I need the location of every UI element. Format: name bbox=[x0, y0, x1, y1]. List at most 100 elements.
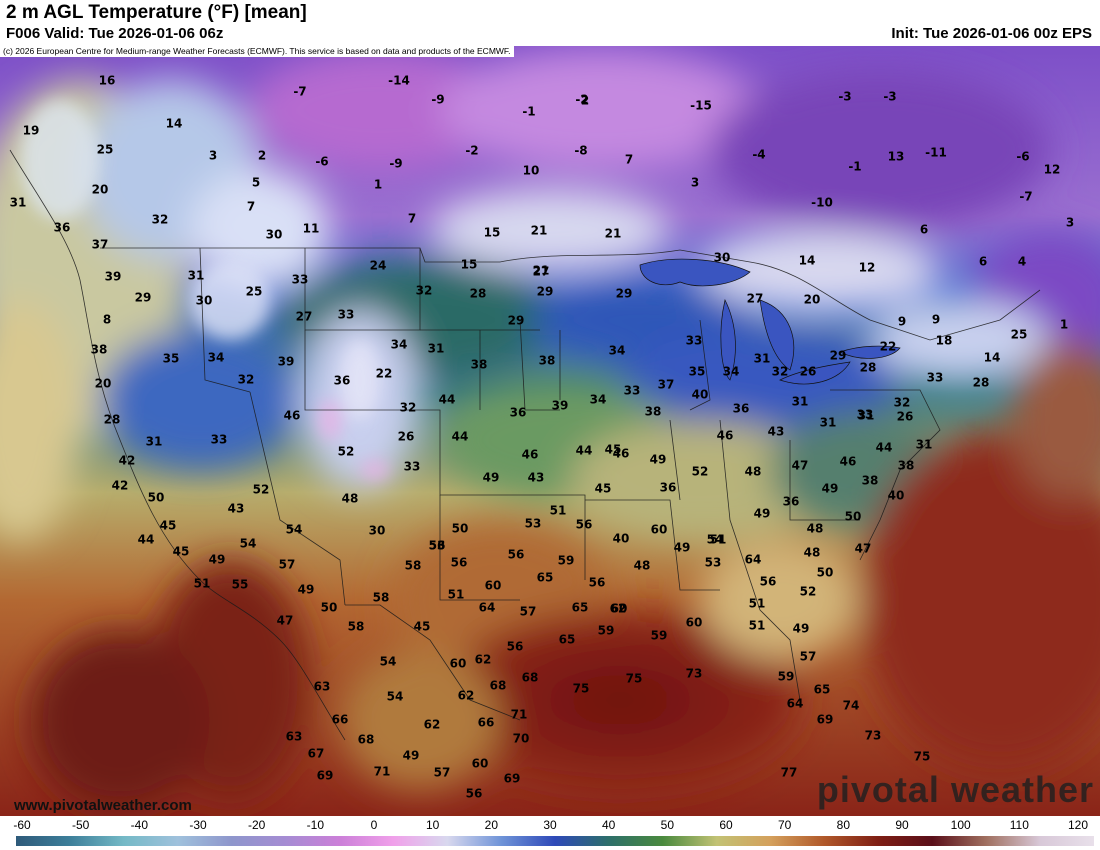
temperature-value: 19 bbox=[23, 124, 40, 138]
temperature-value: 38 bbox=[91, 343, 108, 357]
temperature-value: 27 bbox=[747, 292, 764, 306]
temperature-value: 49 bbox=[209, 553, 226, 567]
temperature-value: 26 bbox=[398, 430, 415, 444]
temperature-value: 43 bbox=[528, 471, 545, 485]
temperature-value: 25 bbox=[97, 143, 114, 157]
temperature-value: 2 bbox=[258, 149, 266, 163]
temperature-value: 10 bbox=[523, 164, 540, 178]
temperature-value: 57 bbox=[800, 650, 817, 664]
temperature-value: 56 bbox=[507, 640, 524, 654]
temperature-value: 38 bbox=[898, 459, 915, 473]
valid-time: F006 Valid: Tue 2026-01-06 06z bbox=[6, 25, 224, 42]
temperature-value: 28 bbox=[470, 287, 487, 301]
temperature-value: -1 bbox=[848, 160, 861, 174]
temperature-value: 4 bbox=[1018, 255, 1026, 269]
temperature-value: 33 bbox=[338, 308, 355, 322]
temperature-value: 1 bbox=[1060, 318, 1068, 332]
temperature-value: 14 bbox=[799, 254, 816, 268]
temperature-value: 29 bbox=[537, 285, 554, 299]
temperature-value: 15 bbox=[484, 226, 501, 240]
temperature-value: 49 bbox=[403, 749, 420, 763]
temperature-value: 65 bbox=[814, 683, 831, 697]
temperature-value: 36 bbox=[660, 481, 677, 495]
temperature-value: 67 bbox=[308, 747, 325, 761]
temperature-map[interactable]: 16 14 -7 -14 -9 -1 -2 -15 -3 -3 19 25 3 2 -6 -9 -2 -8 7 -4 1… bbox=[0, 46, 1100, 816]
temperature-value: -7 bbox=[293, 85, 306, 99]
temperature-value: 50 bbox=[817, 566, 834, 580]
temperature-value: 54 bbox=[387, 690, 404, 704]
temperature-value: -6 bbox=[1016, 150, 1029, 164]
temperature-value: 34 bbox=[590, 393, 607, 407]
temperature-value: 14 bbox=[984, 351, 1001, 365]
temperature-shading bbox=[0, 46, 1100, 816]
temperature-value: 11 bbox=[303, 222, 320, 236]
colorbar-strip bbox=[16, 836, 1094, 846]
temperature-value: -15 bbox=[690, 99, 712, 113]
temperature-value: 25 bbox=[1011, 328, 1028, 342]
colorbar-tick-label: 100 bbox=[950, 818, 971, 832]
temperature-value: 29 bbox=[508, 314, 525, 328]
temperature-value: 40 bbox=[692, 388, 709, 402]
temperature-value: 32 bbox=[238, 373, 255, 387]
temperature-value: 26 bbox=[897, 410, 914, 424]
temperature-value: 71 bbox=[374, 765, 391, 779]
temperature-value: 32 bbox=[772, 365, 789, 379]
temperature-value: 33 bbox=[927, 371, 944, 385]
temperature-value: 48 bbox=[342, 492, 359, 506]
temperature-value: 73 bbox=[686, 667, 703, 681]
website-link[interactable]: www.pivotalweather.com bbox=[14, 797, 192, 814]
temperature-value: 30 bbox=[369, 524, 386, 538]
temperature-value: 49 bbox=[483, 471, 500, 485]
temperature-value: 38 bbox=[645, 405, 662, 419]
temperature-value: 47 bbox=[792, 459, 809, 473]
temperature-value: -10 bbox=[811, 196, 833, 210]
temperature-value: 39 bbox=[105, 270, 122, 284]
temperature-value: 59 bbox=[598, 624, 615, 638]
temperature-value: -7 bbox=[1019, 190, 1032, 204]
temperature-value: -2 bbox=[465, 144, 478, 158]
temperature-value: 54 bbox=[380, 655, 397, 669]
temperature-value: 12 bbox=[1044, 163, 1061, 177]
temperature-value: -9 bbox=[431, 93, 444, 107]
temperature-value: 42 bbox=[119, 454, 136, 468]
temperature-value: 21 bbox=[605, 227, 622, 241]
temperature-value: 15 bbox=[461, 258, 478, 272]
temperature-value: 35 bbox=[163, 352, 180, 366]
temperature-value: 46 bbox=[613, 447, 630, 461]
temperature-value: 1 bbox=[374, 178, 382, 192]
colorbar-tick-label: 30 bbox=[543, 818, 557, 832]
temperature-value: 51 bbox=[749, 619, 766, 633]
temperature-value: 33 bbox=[211, 433, 228, 447]
temperature-value: 43 bbox=[228, 502, 245, 516]
temperature-value: 48 bbox=[804, 546, 821, 560]
temperature-value: 34 bbox=[208, 351, 225, 365]
colorbar-tick-label: 80 bbox=[836, 818, 851, 832]
temperature-value: 50 bbox=[452, 522, 469, 536]
temperature-value: -9 bbox=[389, 157, 402, 171]
init-time: Init: Tue 2026-01-06 00z EPS bbox=[891, 25, 1092, 42]
temperature-value: 2 bbox=[581, 94, 589, 108]
temperature-value: -4 bbox=[752, 148, 765, 162]
temperature-value: 22 bbox=[376, 367, 393, 381]
temperature-value: 48 bbox=[807, 522, 824, 536]
temperature-value: 20 bbox=[92, 183, 109, 197]
temperature-value: 39 bbox=[278, 355, 295, 369]
temperature-value: 39 bbox=[552, 399, 569, 413]
temperature-value: -1 bbox=[522, 105, 535, 119]
temperature-value: 53 bbox=[525, 517, 542, 531]
temperature-value: 60 bbox=[651, 523, 668, 537]
temperature-value: 24 bbox=[370, 259, 387, 273]
temperature-value: 28 bbox=[860, 361, 877, 375]
temperature-value: 38 bbox=[539, 354, 556, 368]
temperature-value: 32 bbox=[152, 213, 169, 227]
temperature-value: 21 bbox=[531, 224, 548, 238]
temperature-value: 34 bbox=[391, 338, 408, 352]
temperature-value: 18 bbox=[936, 334, 953, 348]
temperature-value: 59 bbox=[558, 554, 575, 568]
temperature-value: 49 bbox=[650, 453, 667, 467]
temperature-value: -8 bbox=[574, 144, 587, 158]
temperature-value: 64 bbox=[787, 697, 804, 711]
temperature-value: 60 bbox=[472, 757, 489, 771]
